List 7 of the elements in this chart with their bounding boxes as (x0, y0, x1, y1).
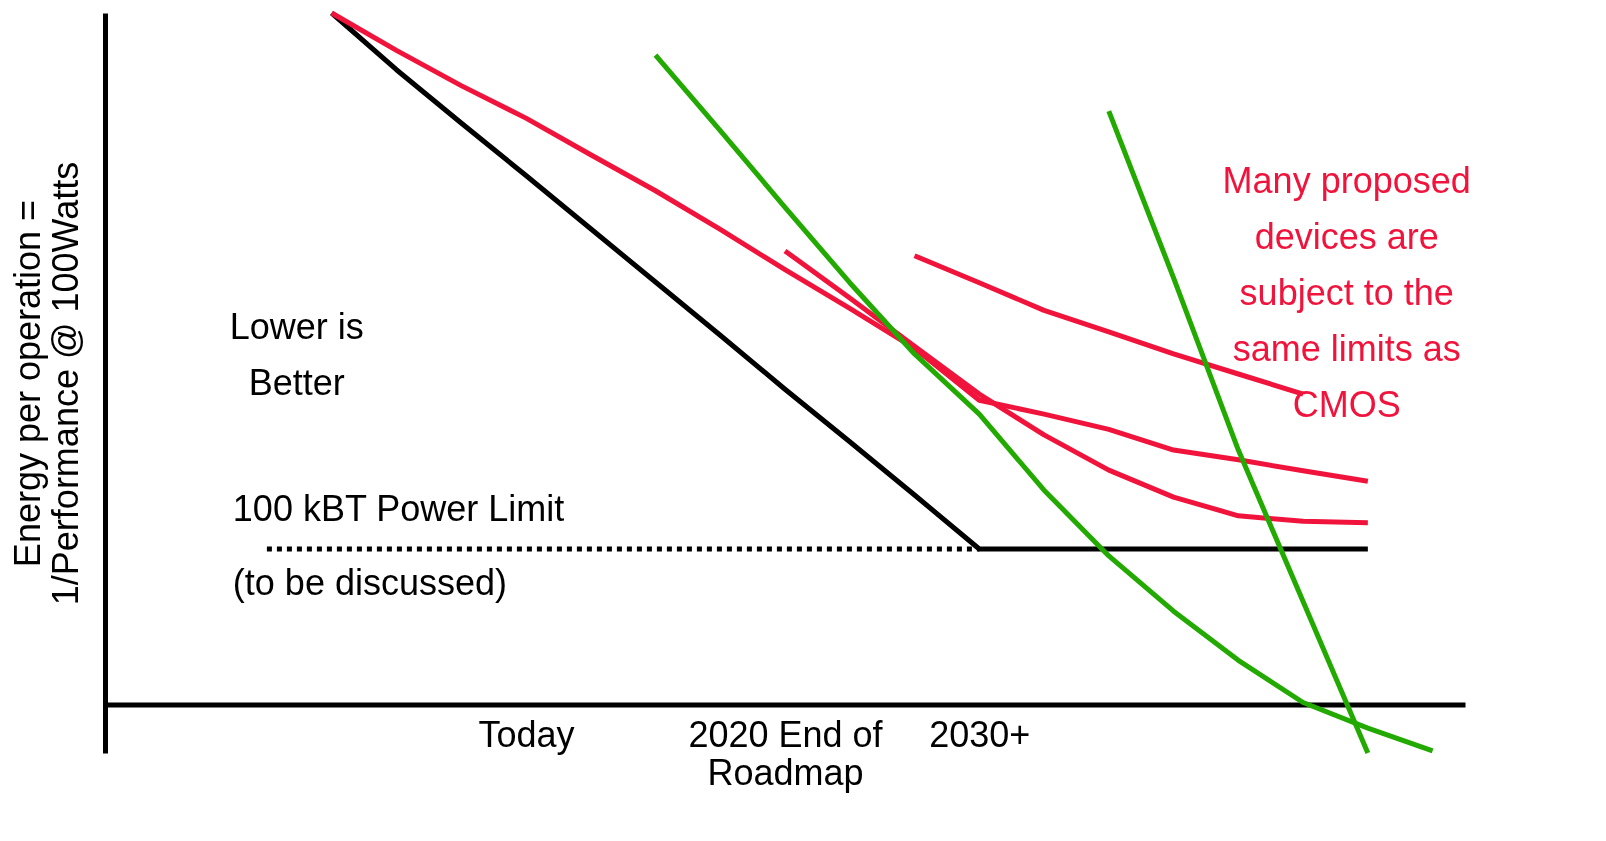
x-tick-label: 2020 End of Roadmap (688, 714, 884, 794)
y-axis-title: Energy per operation = 1/Performance @ 100Watts (6, 161, 86, 606)
annotation: 100 kBT Power Limit (to be discussed) (232, 488, 565, 604)
annotation: Lower is Better (229, 306, 364, 404)
x-tick-label: Today (478, 714, 575, 756)
x-tick-label: 2030+ (929, 714, 1031, 756)
annotation: Many proposed devices are subject to the same limits as CMOS (1222, 159, 1471, 425)
